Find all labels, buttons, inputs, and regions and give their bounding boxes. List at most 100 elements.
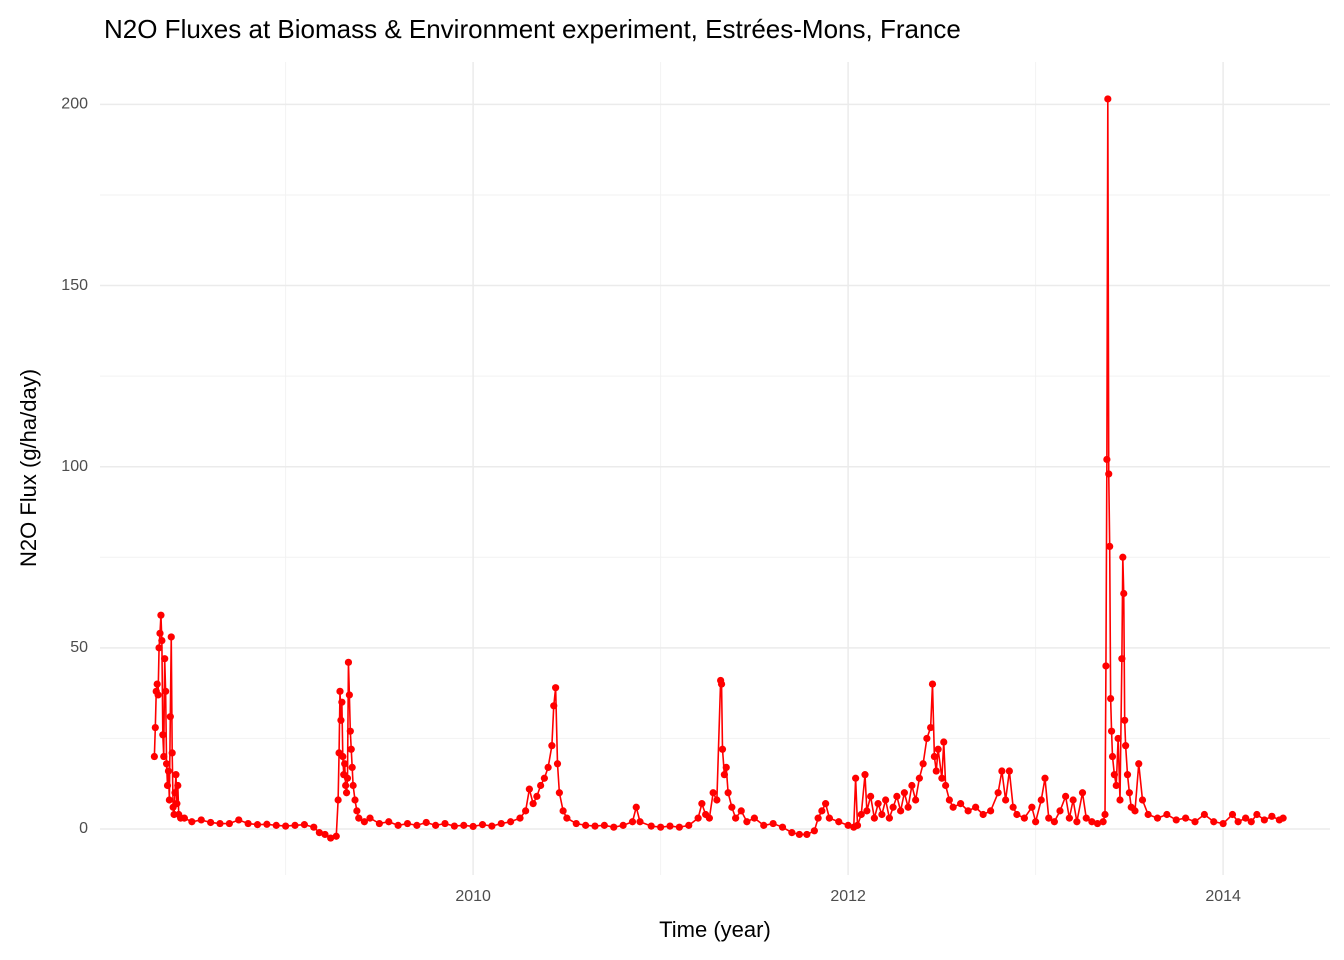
data-point: [1118, 655, 1126, 663]
data-point: [1013, 810, 1021, 819]
data-point: [321, 830, 329, 839]
data-point: [972, 803, 980, 811]
data-point: [882, 796, 890, 804]
data-point: [1242, 814, 1250, 822]
data-point: [1268, 812, 1276, 820]
data-point: [337, 716, 345, 724]
data-point: [1102, 662, 1110, 670]
y-tick-label: 50: [70, 639, 88, 656]
data-point: [844, 821, 852, 829]
data-point: [497, 819, 505, 828]
data-point: [432, 821, 440, 829]
data-point: [441, 819, 449, 828]
data-point: [1144, 810, 1152, 819]
data-point: [835, 818, 843, 826]
data-point: [1210, 818, 1218, 826]
data-point: [422, 818, 430, 827]
data-point: [342, 789, 351, 797]
data-point: [180, 814, 188, 822]
data-point: [300, 821, 308, 829]
data-point: [403, 819, 412, 828]
data-point: [1020, 814, 1028, 822]
data-point: [930, 752, 938, 761]
data-point: [1228, 810, 1237, 819]
data-point: [332, 832, 340, 840]
data-point: [979, 810, 987, 819]
data-point: [889, 803, 897, 811]
data-point: [272, 821, 280, 829]
data-point: [685, 821, 693, 829]
data-point: [1108, 752, 1117, 761]
data-point: [529, 800, 537, 808]
data-point: [1032, 818, 1040, 826]
data-point: [349, 781, 357, 790]
data-point: [908, 781, 916, 790]
data-point: [197, 816, 205, 824]
data-point: [810, 827, 818, 835]
data-point: [769, 819, 777, 828]
data-point: [709, 789, 717, 797]
data-point: [636, 818, 644, 826]
data-point: [153, 680, 161, 688]
data-point: [720, 771, 728, 779]
data-point: [657, 823, 665, 831]
data-point: [525, 785, 533, 793]
data-point: [867, 792, 875, 800]
data-point: [173, 800, 181, 808]
data-point: [788, 829, 796, 837]
data-point: [158, 636, 166, 645]
data-point: [994, 789, 1002, 797]
data-point: [1138, 796, 1147, 804]
data-point: [675, 823, 683, 831]
data-point: [360, 818, 368, 826]
data-point: [1093, 819, 1102, 828]
data-point: [540, 774, 548, 782]
data-point: [166, 713, 174, 721]
data-point: [522, 807, 530, 815]
data-point: [167, 633, 175, 641]
data-point: [164, 767, 173, 775]
data-point: [353, 807, 361, 815]
data-point: [1120, 589, 1128, 598]
data-point: [732, 814, 740, 822]
x-tick-label: 2014: [1205, 888, 1241, 905]
data-point: [225, 819, 233, 828]
data-point: [339, 752, 347, 761]
data-point: [919, 760, 927, 768]
data-point: [161, 655, 169, 663]
data-point: [900, 789, 908, 797]
data-point: [488, 822, 496, 830]
data-point: [394, 821, 402, 829]
data-point: [915, 774, 923, 782]
y-tick-label: 0: [79, 820, 88, 837]
data-point: [347, 745, 355, 753]
data-point: [938, 774, 946, 782]
data-point: [355, 814, 363, 822]
data-point: [469, 822, 477, 831]
data-point: [1065, 814, 1073, 822]
data-point: [460, 821, 468, 829]
data-point: [162, 760, 171, 768]
data-point: [1099, 818, 1107, 826]
data-point: [310, 823, 318, 831]
data-point: [188, 818, 196, 826]
data-point: [150, 752, 158, 761]
data-point: [1041, 774, 1049, 782]
chart-title: N2O Fluxes at Biomass & Environment expe…: [104, 14, 961, 44]
data-point: [1028, 803, 1036, 811]
data-point: [932, 767, 940, 775]
data-point: [647, 822, 655, 830]
data-point: [450, 822, 458, 830]
data-point: [1135, 760, 1143, 768]
data-point: [1002, 796, 1010, 804]
data-point: [346, 727, 354, 735]
data-point: [1088, 818, 1096, 826]
data-point: [957, 800, 965, 808]
data-point: [1037, 796, 1045, 804]
data-point: [912, 796, 920, 804]
data-point: [878, 810, 886, 819]
data-point: [552, 684, 560, 692]
data-point: [263, 820, 271, 828]
